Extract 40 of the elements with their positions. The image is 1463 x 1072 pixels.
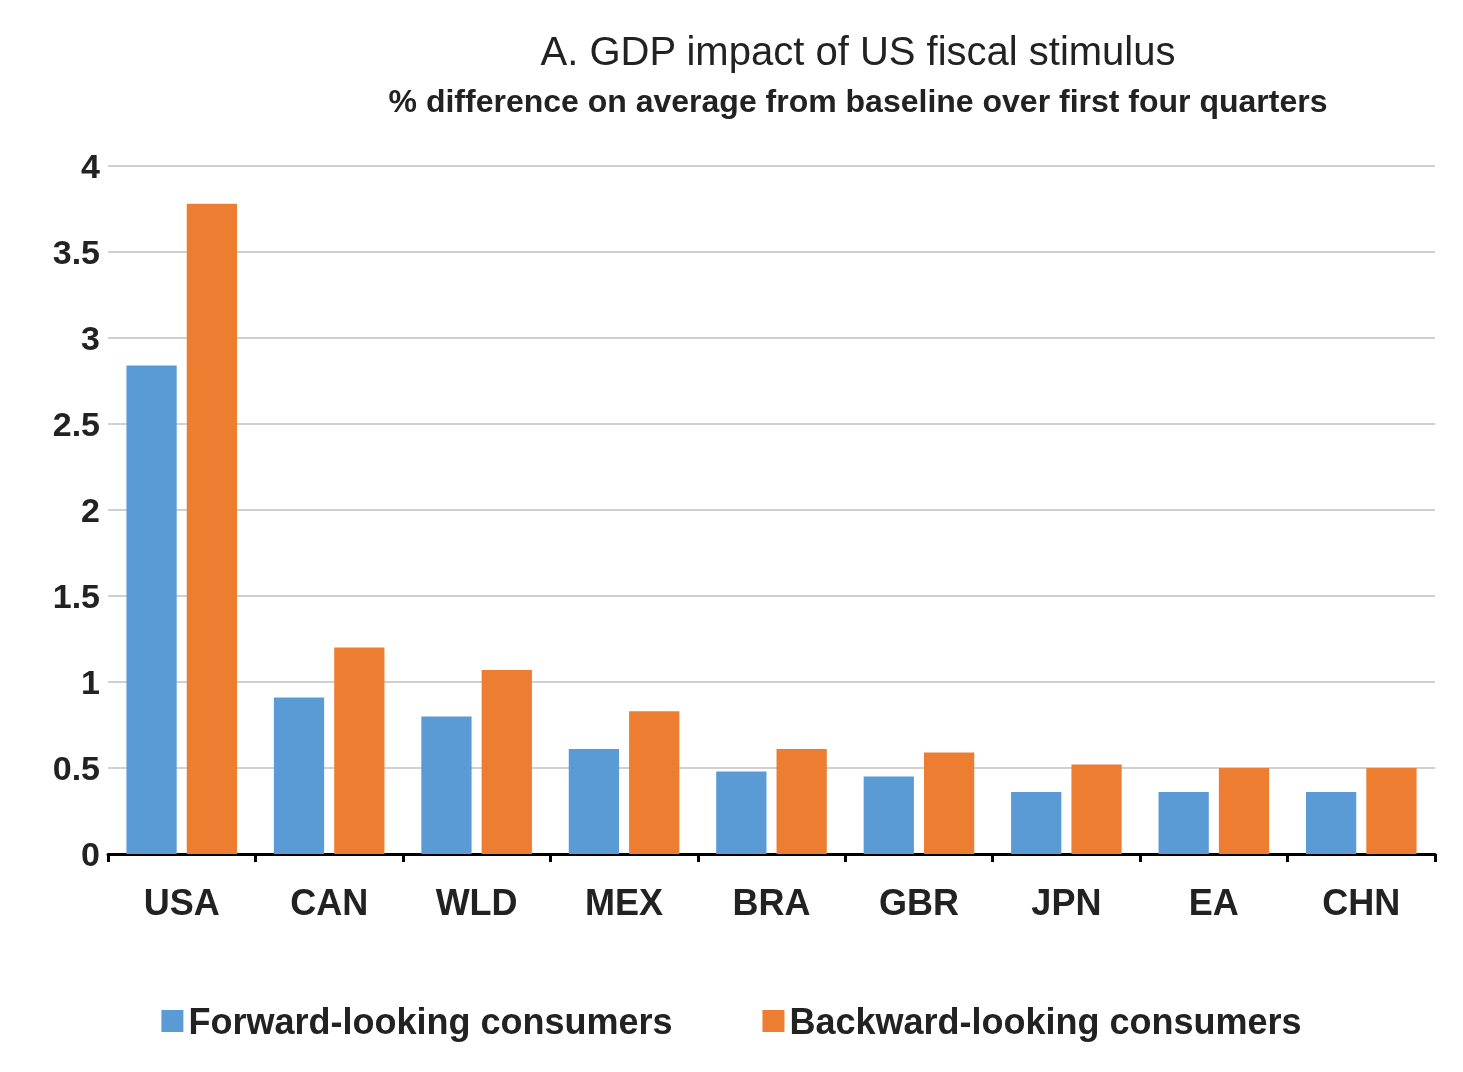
x-tick-label: USA [143,881,220,923]
chart-title: A. GDP impact of US fiscal stimulus [540,29,1176,73]
bar [1305,792,1357,854]
y-tick-label: 2.5 [52,405,100,443]
y-tick-label: 3.5 [52,233,100,271]
bar [1071,764,1122,854]
bar [273,697,325,854]
x-tick-label: MEX [585,881,664,923]
legend-label: Forward-looking consumers [188,1000,673,1042]
x-tick-label: EA [1188,881,1239,923]
bar [716,771,767,854]
y-tick-label: 2 [81,491,100,529]
x-tick-label: CAN [290,881,369,923]
bar [334,647,385,854]
bar [776,749,827,854]
y-tick-label: 0.5 [52,749,100,787]
bar [863,776,914,854]
x-tick-label: CHN [1322,881,1401,923]
bar [1218,768,1270,854]
x-tick-label: JPN [1031,881,1102,923]
y-tick-label: 1 [81,663,100,701]
bar [629,711,680,854]
bar [421,716,472,854]
y-tick-label: 1.5 [52,577,100,615]
y-tick-label: 4 [81,147,101,185]
bar [923,752,975,854]
y-tick-label: 3 [81,319,100,357]
bar [186,203,238,854]
bar [1011,792,1062,854]
bar [1158,792,1209,854]
x-tick-label: GBR [878,881,959,923]
legend-label: Backward-looking consumers [789,1000,1302,1042]
x-tick-label: BRA [732,881,811,923]
bar [568,749,620,854]
bar [126,365,177,854]
bar [1366,768,1417,854]
y-tick-label: 0 [81,835,100,873]
chart-subtitle: % difference on average from baseline over first four quarters [388,83,1328,119]
x-tick-label: WLD [435,881,518,923]
bar [481,669,532,854]
